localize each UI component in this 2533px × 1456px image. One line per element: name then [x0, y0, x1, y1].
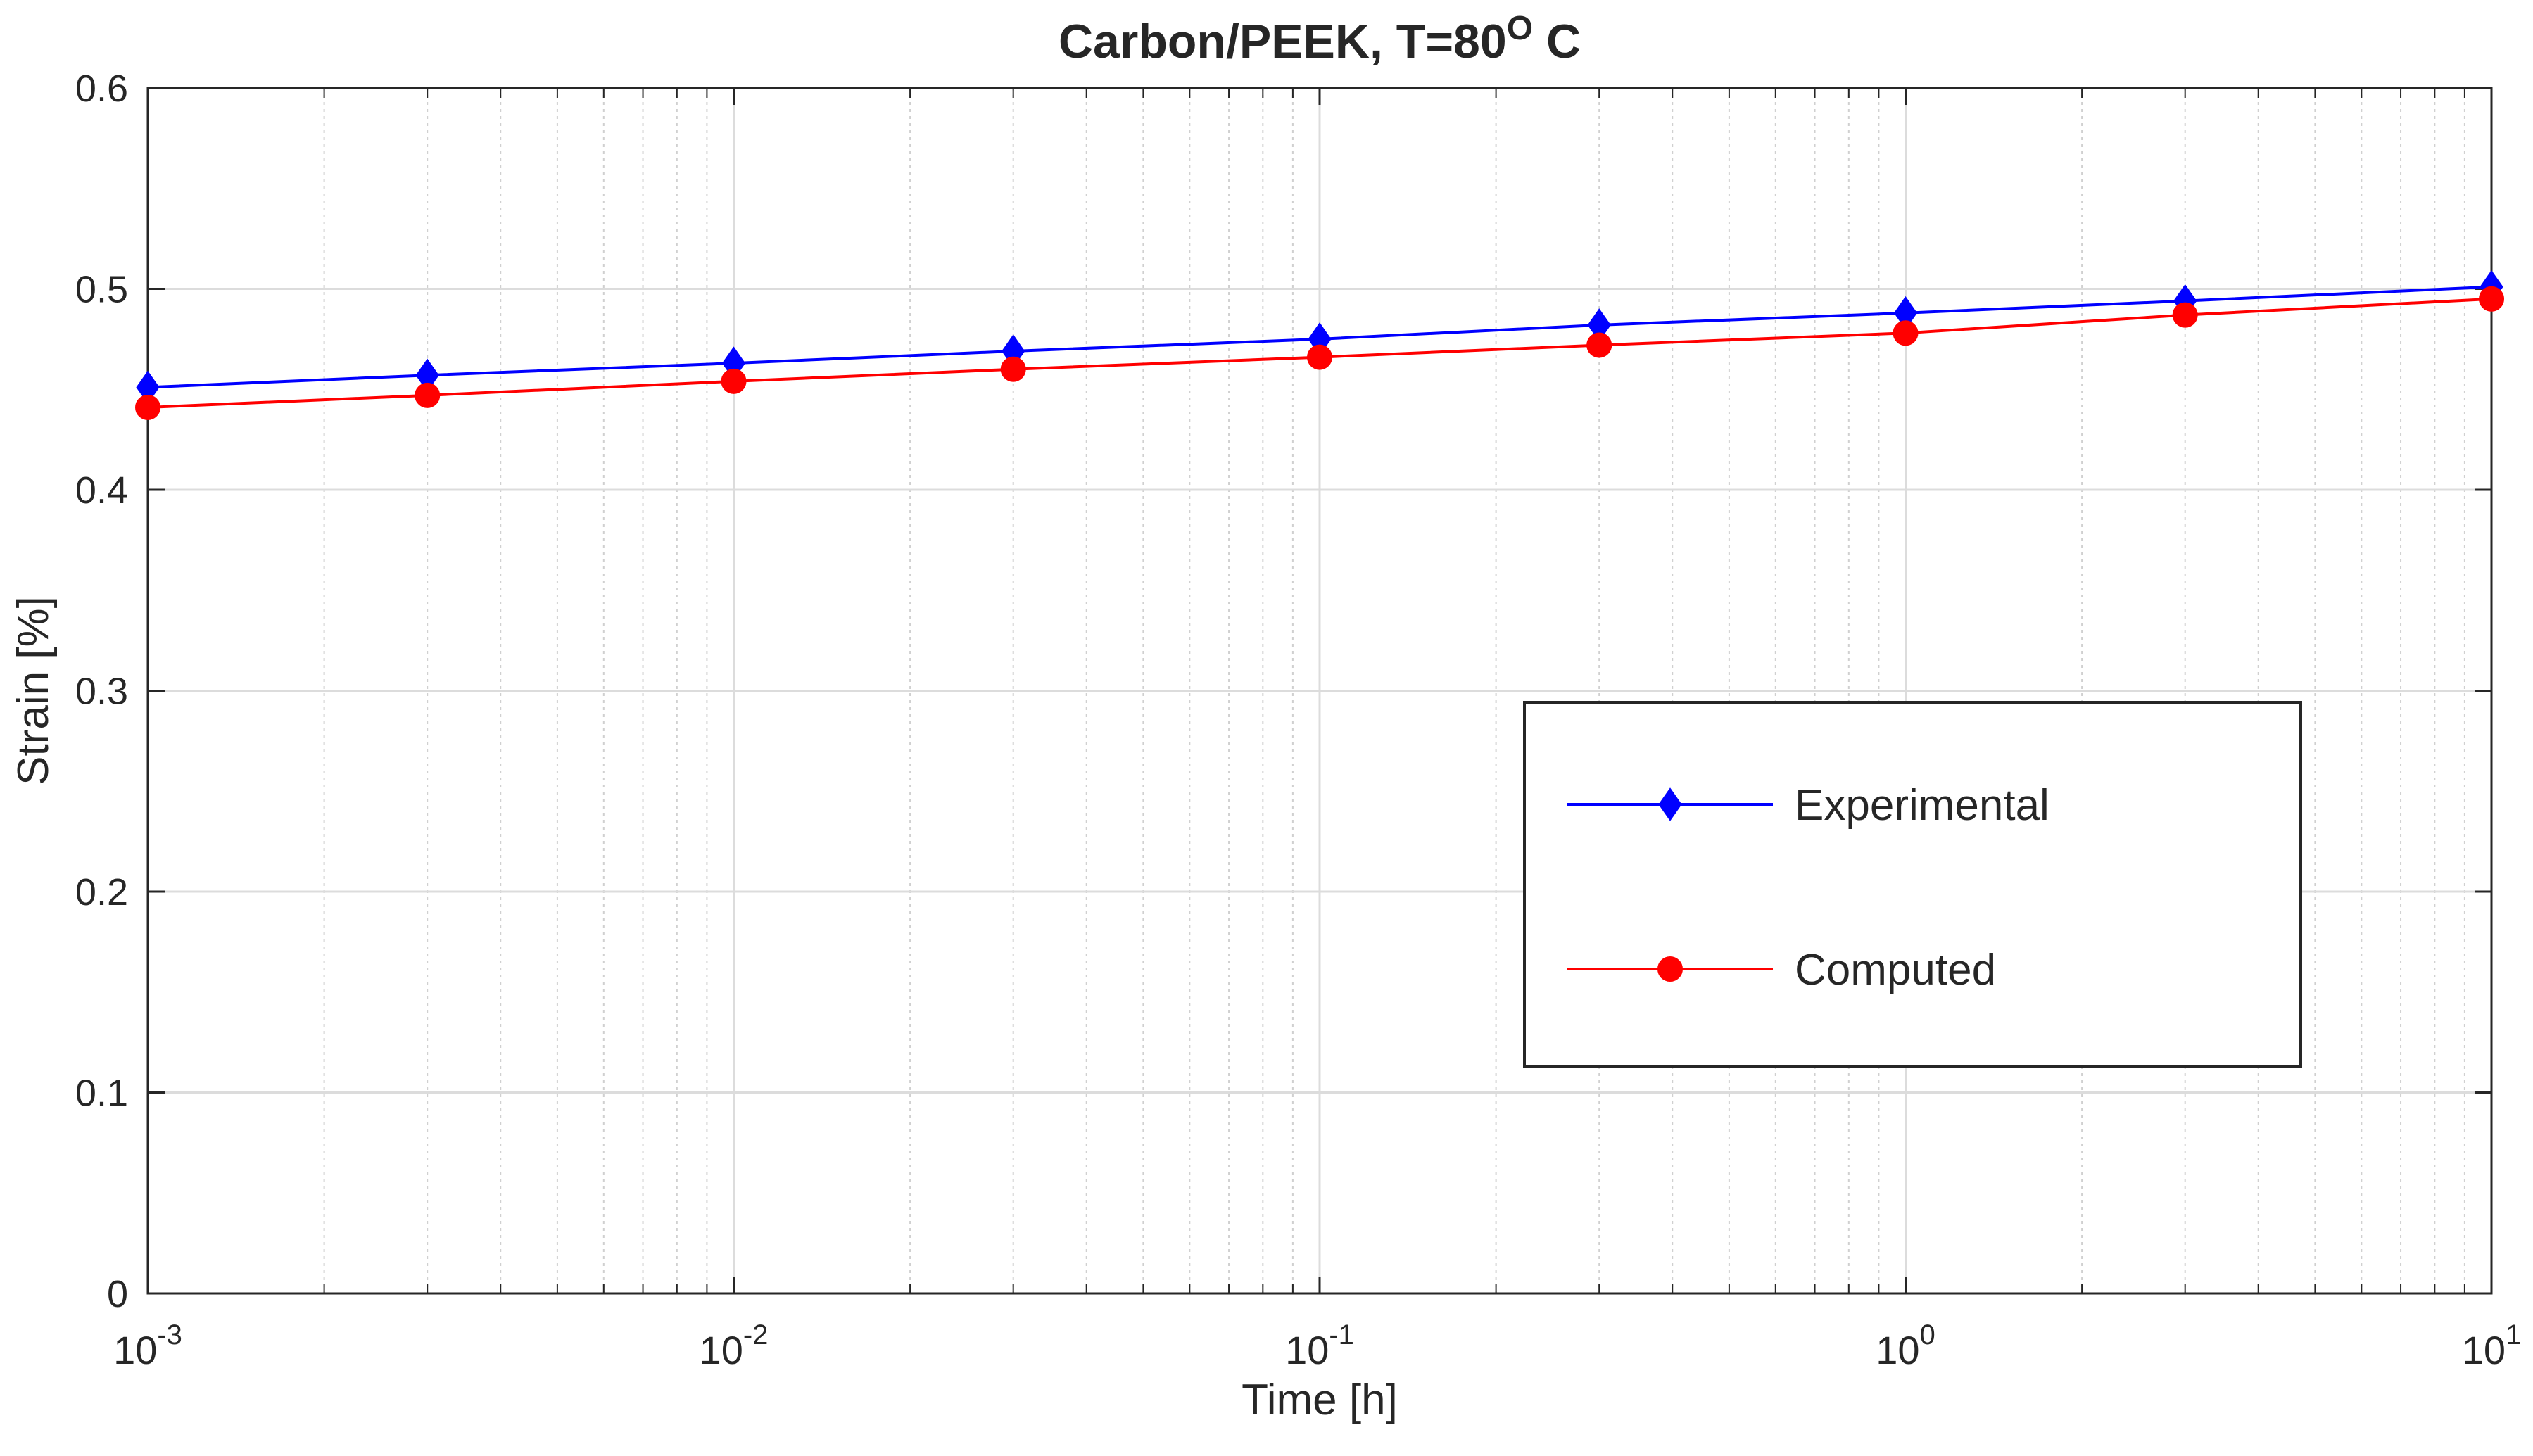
legend-marker-shape — [1657, 956, 1683, 982]
data-point-computed — [1307, 344, 1332, 370]
x-tick-label-base: 10 — [700, 1328, 743, 1372]
legend-marker-experimental — [1658, 787, 1682, 821]
y-tick-labels: 0 0.1 0.2 0.3 0.4 0.5 0.6 — [75, 68, 128, 1315]
x-tick-label-exponent: -3 — [157, 1319, 182, 1350]
x-tick-labels: 10-3 10-2 10-1 100 101 — [113, 1319, 2521, 1372]
y-tick-label: 0.6 — [75, 68, 128, 110]
x-tick-label-exponent: 0 — [1920, 1319, 1935, 1350]
x-axis-label: Time [h] — [1242, 1376, 1398, 1424]
data-point-computed — [1000, 356, 1026, 382]
axis-ticks — [146, 87, 2493, 1295]
y-tick-label: 0.3 — [75, 671, 128, 713]
y-tick-label: 0.5 — [75, 269, 128, 311]
legend-marker-shape — [1658, 787, 1682, 821]
data-point-computed — [1893, 320, 1919, 346]
data-point-computed — [2172, 302, 2198, 328]
y-axis-label: Strain [%] — [9, 596, 58, 785]
legend-marker-computed — [1657, 956, 1683, 982]
series-computed — [135, 286, 2504, 420]
data-point-computed — [2479, 286, 2504, 312]
y-tick-label: 0.4 — [75, 469, 128, 512]
data-point-computed — [135, 394, 160, 420]
x-tick-label-exponent: -2 — [743, 1319, 769, 1350]
chart-title: Carbon/PEEK, T=80O C — [1059, 10, 1581, 68]
x-tick-label: 10-3 — [113, 1319, 182, 1372]
series-layer — [135, 270, 2504, 420]
chart-title-suffix: C — [1533, 15, 1581, 68]
legend: Experimental Computed — [1523, 701, 2302, 1068]
legend-label-computed: Computed — [1795, 946, 1996, 994]
x-tick-label: 10-2 — [700, 1319, 769, 1372]
y-tick-label: 0 — [107, 1273, 128, 1315]
x-tick-label-exponent: -1 — [1329, 1319, 1354, 1350]
x-tick-label-base: 10 — [1285, 1328, 1329, 1372]
data-point-computed — [1586, 332, 1612, 358]
y-tick-label: 0.2 — [75, 871, 128, 913]
x-tick-label: 10-1 — [1285, 1319, 1354, 1372]
x-tick-label: 100 — [1876, 1319, 1935, 1372]
chart-title-main: Carbon/PEEK, T=80 — [1059, 15, 1507, 68]
x-tick-label-exponent: 1 — [2506, 1319, 2521, 1350]
legend-label-experimental: Experimental — [1795, 781, 2049, 830]
x-tick-label-base: 10 — [113, 1328, 157, 1372]
x-tick-label: 101 — [2462, 1319, 2522, 1372]
data-point-computed — [415, 382, 441, 408]
y-tick-label: 0.1 — [75, 1072, 128, 1115]
chart-title-superscript: O — [1507, 10, 1533, 47]
data-point-computed — [721, 368, 747, 394]
legend-box — [1523, 701, 2302, 1068]
x-tick-label-base: 10 — [2462, 1328, 2506, 1372]
x-tick-label-base: 10 — [1876, 1328, 1919, 1372]
